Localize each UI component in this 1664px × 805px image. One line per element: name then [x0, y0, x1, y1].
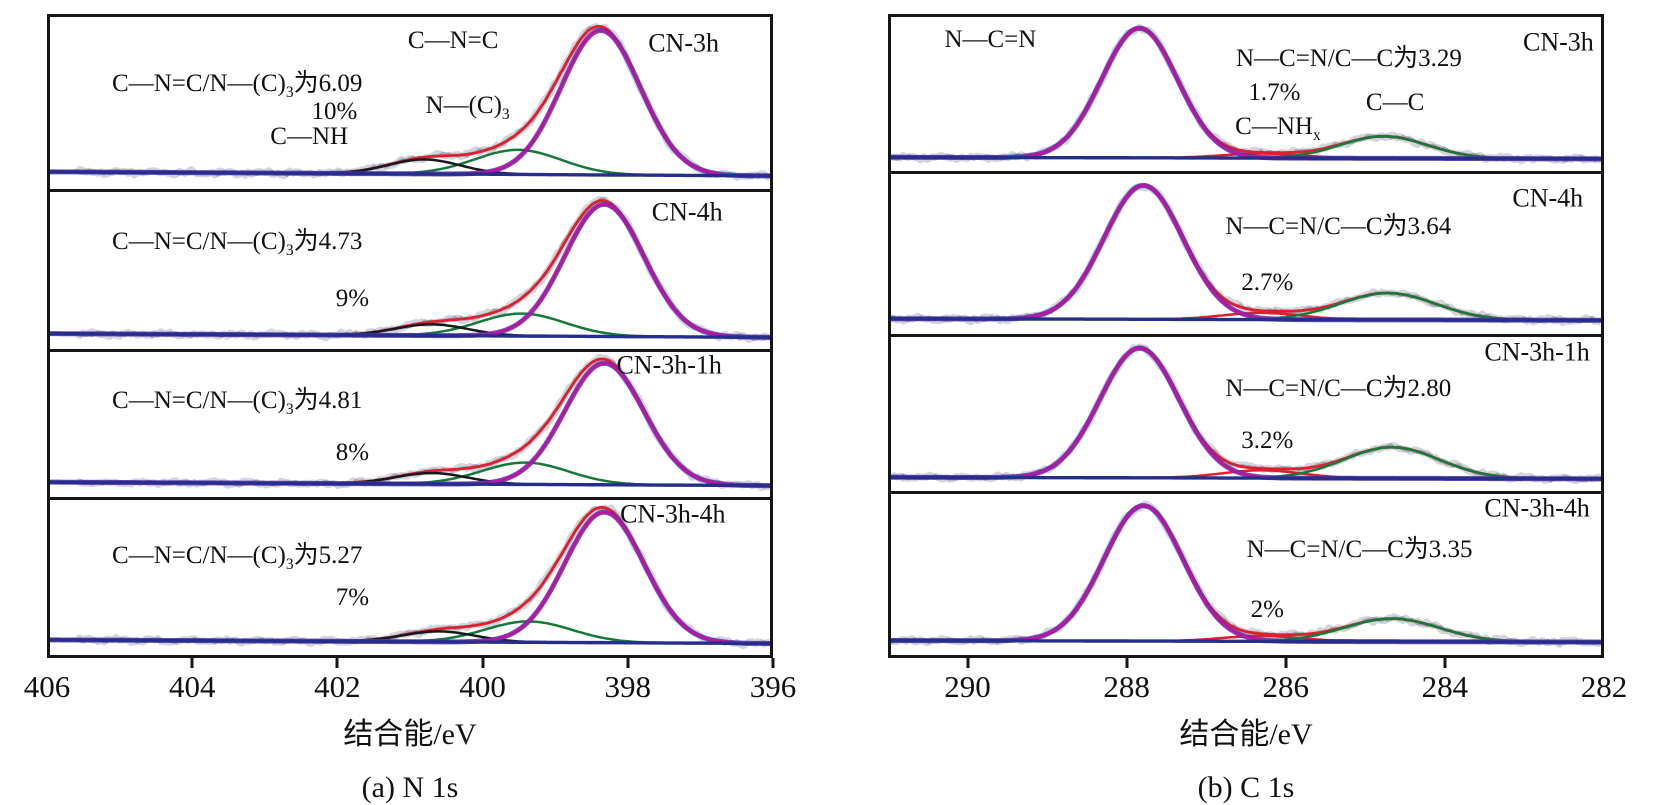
ratio-label: C—N=C/N—(C)3为5.27: [112, 541, 363, 573]
x-tick-label: 282: [1580, 669, 1628, 704]
n1s-tick-labels: 406 404 402 400 398 396: [24, 669, 797, 705]
subplot-cn-3h-4h: N—C=N/C—C为3.35 2% CN-3h-4h: [891, 494, 1601, 655]
peak-label: C—N=C: [407, 26, 499, 54]
peak-label: C—NH: [270, 123, 349, 151]
sample-label: CN-4h: [651, 197, 723, 227]
subplot-cn-3h-1h: C—N=C/N—(C)3为4.81 8% CN-3h-1h: [50, 352, 770, 500]
peak-label: N—(C)3: [425, 92, 510, 124]
ratio-label: C—N=C/N—(C)3为6.09: [112, 69, 363, 101]
spectrum-curves: [50, 17, 770, 189]
sample-label: CN-3h: [648, 28, 719, 58]
x-tick-label: 402: [314, 669, 361, 704]
subplot-cn-3h: C—N=C C—N=C/N—(C)3为6.09 10% N—(C)3 C—NH CN-3h: [50, 17, 770, 192]
sample-label: CN-4h: [1512, 183, 1584, 213]
ratio-label: N—C=N/C—C为3.35: [1246, 536, 1473, 564]
ratio-label: C—N=C/N—(C)3为4.73: [112, 228, 363, 260]
percent-label: 1.7%: [1248, 78, 1301, 106]
subplot-cn-3h-4h: C—N=C/N—(C)3为5.27 7% CN-3h-4h: [50, 500, 770, 655]
ratio-label: N—C=N/C—C为2.80: [1225, 374, 1452, 402]
n1s-axis-title: 结合能/eV: [343, 718, 477, 751]
peak-label: C—C: [1365, 89, 1425, 117]
panel-c1s: N—C=N N—C=N/C—C为3.29 1.7% C—NHx C—C CN-3h N—C=…: [888, 14, 1627, 805]
percent-label: 2%: [1250, 595, 1284, 623]
x-tick-mark: [335, 658, 339, 668]
caption-b: (b) C 1s: [1197, 771, 1295, 804]
x-tick-mark: [1443, 658, 1447, 668]
x-tick-mark: [966, 658, 970, 668]
sample-label: CN-3h-1h: [616, 352, 722, 380]
spectrum-curves: [50, 192, 770, 349]
peak-label: N—C=N: [944, 26, 1037, 54]
x-tick-label: 286: [1262, 669, 1310, 704]
percent-label: 8%: [335, 439, 370, 467]
x-tick-mark: [626, 658, 630, 668]
sample-label: CN-3h: [1523, 27, 1594, 57]
subplot-cn-3h: N—C=N N—C=N/C—C为3.29 1.7% C—NHx C—C CN-3h: [891, 17, 1601, 175]
percent-label: 2.7%: [1241, 268, 1294, 296]
spectrum-curves: [50, 352, 770, 497]
sample-label: CN-3h-1h: [1484, 337, 1590, 367]
ratio-label: N—C=N/C—C为3.64: [1225, 212, 1452, 240]
x-tick-label: 290: [944, 669, 991, 704]
sample-label: CN-3h-4h: [1484, 493, 1590, 523]
x-tick-label: 398: [604, 669, 652, 704]
percent-label: 3.2%: [1241, 427, 1294, 455]
spectrum-curves: [50, 500, 770, 655]
spectrum-curves: [891, 494, 1601, 655]
ratio-label: N—C=N/C—C为3.29: [1235, 44, 1462, 72]
caption-a: (a) N 1s: [361, 771, 459, 804]
x-tick-label: 396: [749, 669, 797, 704]
sample-label: CN-3h-4h: [620, 499, 726, 529]
panel-n1s: C—N=C C—N=C/N—(C)3为6.09 10% N—(C)3 C—NH CN-3h…: [24, 14, 797, 805]
subplot-cn-3h-1h: N—C=N/C—C为2.80 3.2% CN-3h-1h: [891, 337, 1601, 494]
c1s-axis-ticks: [888, 658, 1604, 669]
subplot-cn-4h: C—N=C/N—(C)3为4.73 9% CN-4h: [50, 192, 770, 353]
n1s-axis-ticks: [47, 658, 775, 669]
x-tick-label: 406: [23, 669, 71, 704]
n1s-plot-area: C—N=C C—N=C/N—(C)3为6.09 10% N—(C)3 C—NH CN-3h…: [47, 14, 773, 658]
x-tick-mark: [1284, 658, 1288, 668]
spectrum-curves: [891, 174, 1601, 333]
x-tick-mark: [481, 658, 485, 668]
percent-label: 10%: [311, 97, 358, 125]
x-tick-mark: [190, 658, 194, 668]
x-tick-mark: [771, 658, 775, 668]
percent-label: 9%: [335, 284, 370, 312]
c1s-axis-title: 结合能/eV: [1179, 718, 1313, 751]
x-tick-mark: [1125, 658, 1129, 668]
c1s-plot-area: N—C=N N—C=N/C—C为3.29 1.7% C—NHx C—C CN-3h N—C=…: [888, 14, 1604, 658]
x-tick-label: 284: [1421, 669, 1469, 704]
ratio-label: C—N=C/N—(C)3为4.81: [112, 387, 363, 419]
percent-label: 7%: [335, 583, 370, 611]
x-tick-label: 404: [168, 669, 216, 704]
x-tick-label: 288: [1103, 669, 1150, 704]
subplot-cn-4h: N—C=N/C—C为3.64 2.7% CN-4h: [891, 174, 1601, 337]
spectrum-curves: [891, 17, 1601, 171]
c1s-tick-labels: 290 288 286 284 282: [888, 669, 1627, 705]
x-tick-label: 400: [459, 669, 506, 704]
spectrum-curves: [891, 337, 1601, 491]
peak-label: C—NHx: [1235, 112, 1321, 144]
